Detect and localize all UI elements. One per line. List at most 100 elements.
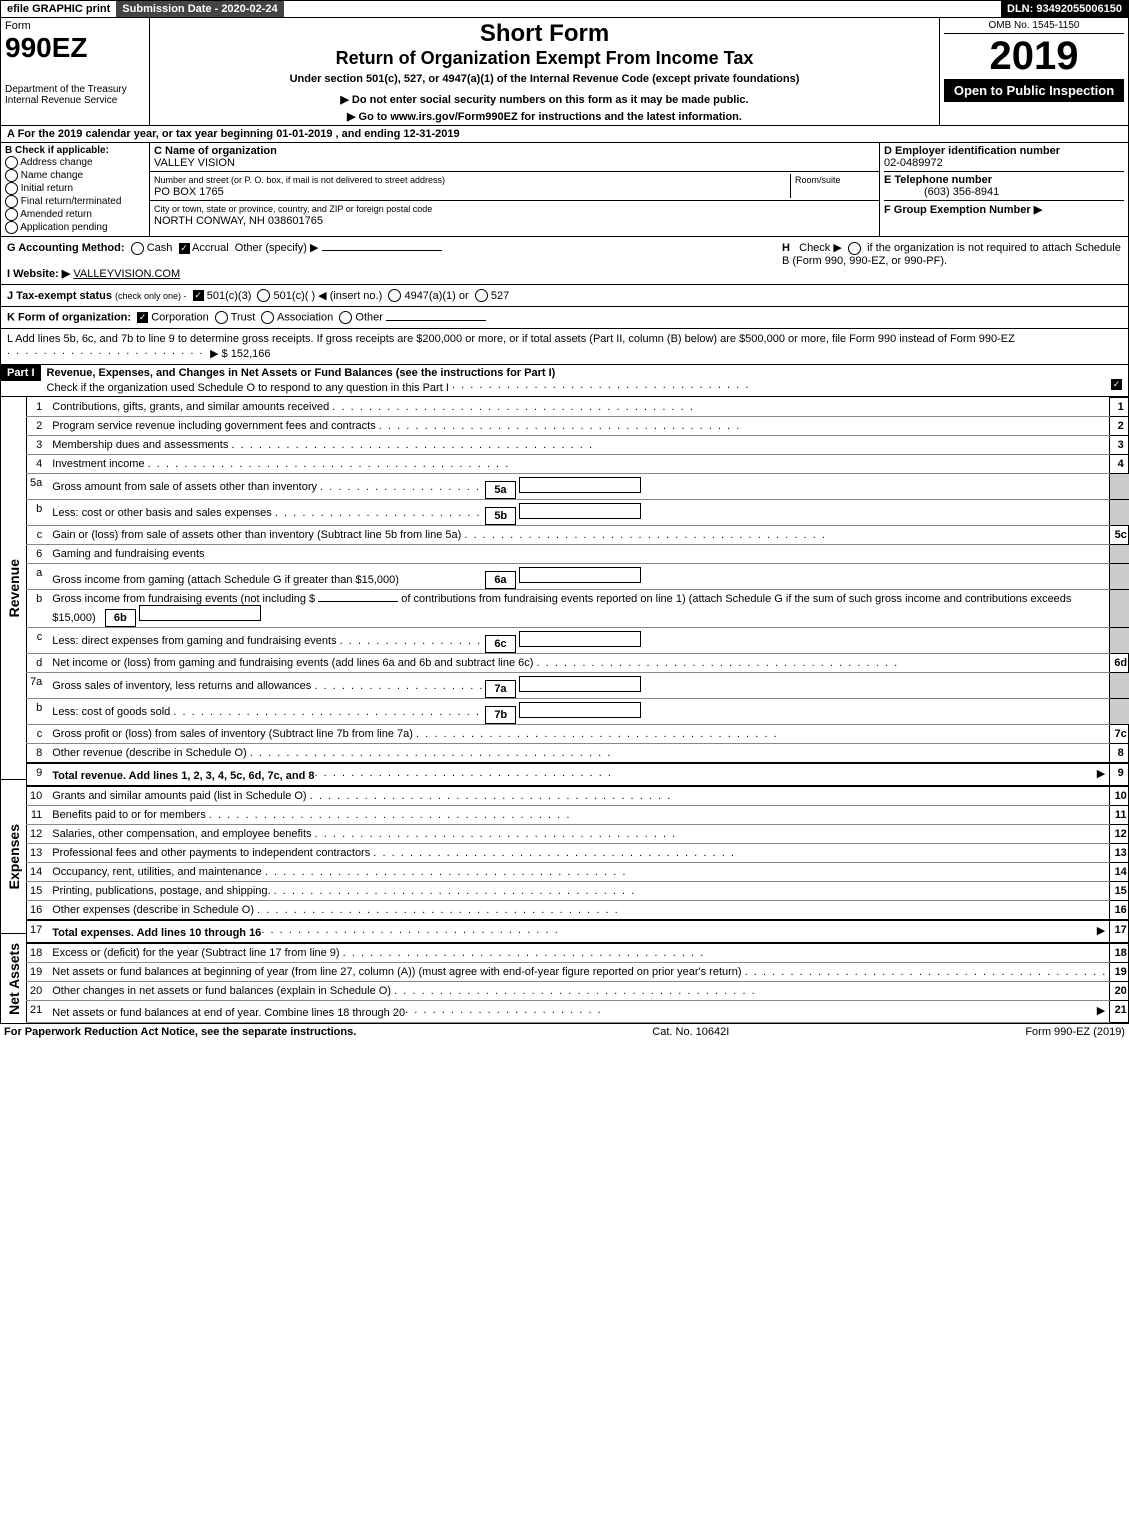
tax-year: 2019 <box>944 34 1124 79</box>
j-501c-radio[interactable] <box>257 289 270 302</box>
line-6: 6Gaming and fundraising events <box>26 545 1129 564</box>
b-label: B Check if applicable: <box>5 145 145 156</box>
line-13: 13Professional fees and other payments t… <box>26 844 1129 863</box>
d-label: D Employer identification number <box>884 145 1060 157</box>
line-2: 2Program service revenue including gover… <box>26 417 1129 436</box>
line-6b: bGross income from fundraising events (n… <box>26 590 1129 628</box>
footer-right: Form 990-EZ (2019) <box>1025 1026 1125 1038</box>
under-section: Under section 501(c), 527, or 4947(a)(1)… <box>154 73 935 85</box>
line-8: 8Other revenue (describe in Schedule O)8 <box>26 744 1129 764</box>
phone: (603) 356-8941 <box>884 186 999 198</box>
cash-radio[interactable] <box>131 242 144 255</box>
line-11: 11Benefits paid to or for members11 <box>26 806 1129 825</box>
k-corp-check[interactable]: ✓ <box>137 312 148 323</box>
k-o3: Association <box>277 312 333 324</box>
j-527-radio[interactable] <box>475 289 488 302</box>
k-other-radio[interactable] <box>339 311 352 324</box>
part-1-check[interactable]: ✓ <box>1111 379 1122 390</box>
footer-mid: Cat. No. 10642I <box>652 1026 729 1038</box>
cash-label: Cash <box>147 242 173 254</box>
dln: DLN: 93492055006150 <box>1001 1 1128 17</box>
j-4947-radio[interactable] <box>388 289 401 302</box>
amended-return: Amended return <box>20 209 92 220</box>
line-16: 16Other expenses (describe in Schedule O… <box>26 901 1129 921</box>
city-label: City or town, state or province, country… <box>154 204 432 214</box>
submission-date: Submission Date - 2020-02-24 <box>116 1 283 17</box>
entity-block: B Check if applicable: Address change Na… <box>0 143 1129 237</box>
app-pending: Application pending <box>20 222 107 233</box>
line-6d: dNet income or (loss) from gaming and fu… <box>26 654 1129 673</box>
initial-return-radio[interactable] <box>5 182 18 195</box>
k-label: K Form of organization: <box>7 312 131 324</box>
line-18: 18Excess or (deficit) for the year (Subt… <box>26 943 1129 963</box>
page-footer: For Paperwork Reduction Act Notice, see … <box>0 1024 1129 1040</box>
amended-return-radio[interactable] <box>5 208 18 221</box>
e-label: E Telephone number <box>884 174 992 186</box>
line-15: 15Printing, publications, postage, and s… <box>26 882 1129 901</box>
addr-change: Address change <box>20 157 92 168</box>
website[interactable]: VALLEYVISION.COM <box>73 268 180 280</box>
line-5a: 5aGross amount from sale of assets other… <box>26 474 1129 500</box>
org-name: VALLEY VISION <box>154 157 235 169</box>
org-addr: PO BOX 1765 <box>154 186 224 198</box>
j-o4: 527 <box>491 290 509 302</box>
g-label: G Accounting Method: <box>7 242 125 254</box>
short-form-title: Short Form <box>154 20 935 48</box>
final-return-radio[interactable] <box>5 195 18 208</box>
line-3: 3Membership dues and assessments3 <box>26 436 1129 455</box>
line-1: 1Contributions, gifts, grants, and simil… <box>26 398 1129 417</box>
form-number: 990EZ <box>5 32 145 64</box>
line-7c: cGross profit or (loss) from sales of in… <box>26 725 1129 744</box>
addr-label: Number and street (or P. O. box, if mail… <box>154 175 445 185</box>
line-12: 12Salaries, other compensation, and empl… <box>26 825 1129 844</box>
line-5c: cGain or (loss) from sale of assets othe… <box>26 526 1129 545</box>
dept-label: Department of the Treasury <box>5 84 145 95</box>
accrual-check[interactable]: ✓ <box>179 243 190 254</box>
irs-label: Internal Revenue Service <box>5 95 145 106</box>
part-1-label: Part I <box>1 365 41 381</box>
l-val: ▶ $ 152,166 <box>210 348 270 360</box>
j-note: (check only one) - <box>115 291 187 301</box>
k-trust-radio[interactable] <box>215 311 228 324</box>
lines-table: 1Contributions, gifts, grants, and simil… <box>26 397 1129 1023</box>
form-header: Form 990EZ Department of the Treasury In… <box>0 18 1129 126</box>
warn-2: ▶ Go to www.irs.gov/Form990EZ for instru… <box>154 110 935 123</box>
line-10: 10Grants and similar amounts paid (list … <box>26 786 1129 806</box>
line-20: 20Other changes in net assets or fund ba… <box>26 982 1129 1001</box>
expenses-vlabel: Expenses <box>6 824 22 889</box>
line-7a: 7aGross sales of inventory, less returns… <box>26 673 1129 699</box>
k-o1: Corporation <box>151 312 208 324</box>
line-a-text: A For the 2019 calendar year, or tax yea… <box>1 126 466 142</box>
addr-change-radio[interactable] <box>5 156 18 169</box>
main-title: Return of Organization Exempt From Incom… <box>154 48 935 69</box>
app-pending-radio[interactable] <box>5 221 18 234</box>
j-501c3-check[interactable]: ✓ <box>193 290 204 301</box>
line-6a: aGross income from gaming (attach Schedu… <box>26 564 1129 590</box>
k-o2: Trust <box>231 312 256 324</box>
h-radio[interactable] <box>848 242 861 255</box>
name-change-radio[interactable] <box>5 169 18 182</box>
line-14: 14Occupancy, rent, utilities, and mainte… <box>26 863 1129 882</box>
c-label: C Name of organization <box>154 145 277 157</box>
final-return: Final return/terminated <box>21 196 122 207</box>
line-17: 17Total expenses. Add lines 10 through 1… <box>26 920 1129 943</box>
revenue-vlabel: Revenue <box>6 559 22 617</box>
line-19: 19Net assets or fund balances at beginni… <box>26 963 1129 982</box>
line-7b: bLess: cost of goods sold 7b <box>26 699 1129 725</box>
part-1-check-text: Check if the organization used Schedule … <box>47 382 449 394</box>
ghijk-block: G Accounting Method: Cash ✓ Accrual Othe… <box>0 237 1129 365</box>
open-public: Open to Public Inspection <box>944 79 1124 102</box>
line-4: 4Investment income4 <box>26 455 1129 474</box>
j-label: J Tax-exempt status <box>7 290 112 302</box>
warn-1: ▶ Do not enter social security numbers o… <box>154 93 935 106</box>
part-1-title: Revenue, Expenses, and Changes in Net As… <box>47 367 556 379</box>
other-label: Other (specify) ▶ <box>235 242 319 254</box>
j-o2: 501(c)( ) <box>274 290 316 302</box>
k-assoc-radio[interactable] <box>261 311 274 324</box>
room-label: Room/suite <box>795 175 841 185</box>
l-text: L Add lines 5b, 6c, and 7b to line 9 to … <box>7 333 1015 345</box>
org-city: NORTH CONWAY, NH 038601765 <box>154 215 323 227</box>
accrual-label: Accrual <box>192 242 229 254</box>
line-21: 21Net assets or fund balances at end of … <box>26 1001 1129 1023</box>
f-label: F Group Exemption Number ▶ <box>884 204 1042 216</box>
